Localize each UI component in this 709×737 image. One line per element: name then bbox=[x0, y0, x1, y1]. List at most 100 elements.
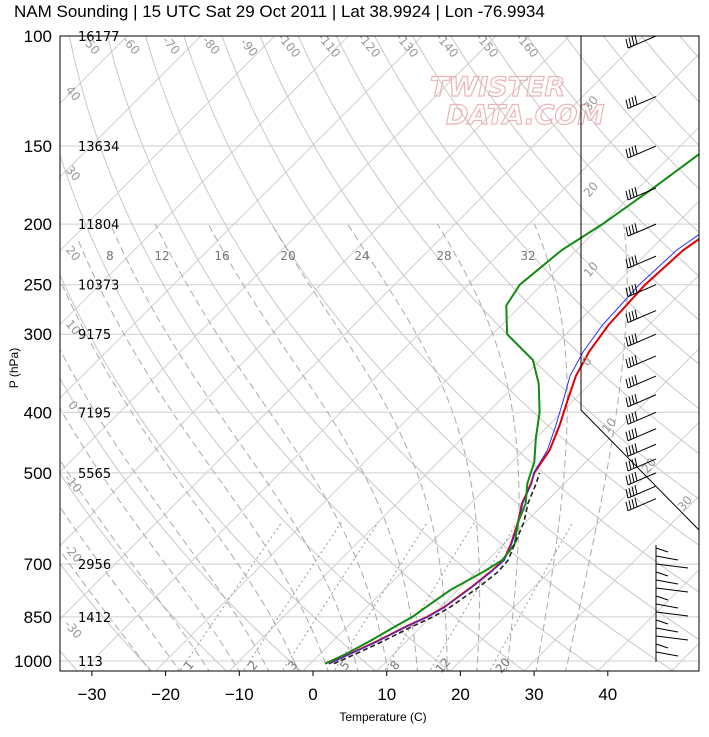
moist-adiabat-line bbox=[60, 348, 270, 671]
dry-adiabat-line bbox=[60, 273, 377, 671]
dry-adiabat-line bbox=[60, 377, 302, 671]
isotherm-label: -120 bbox=[355, 30, 383, 60]
wind-barb bbox=[625, 145, 657, 159]
isotherm-line bbox=[60, 36, 423, 399]
height-label: 16177 bbox=[78, 30, 119, 45]
series-parcel bbox=[333, 472, 541, 665]
moist-adiabat-line bbox=[207, 223, 418, 671]
mixing-ratio-label: 28 bbox=[436, 249, 451, 263]
isotherm-line bbox=[228, 200, 699, 671]
mixing-ratio-label: 8 bbox=[106, 249, 114, 263]
mixing-ratio-label: 24 bbox=[354, 249, 369, 263]
wind-barb bbox=[625, 443, 657, 457]
dry-adiabat-line bbox=[450, 36, 699, 321]
isotherm-line bbox=[60, 36, 644, 620]
mixing-ratio-line bbox=[242, 522, 342, 671]
upper-isotherm-label: 30 bbox=[675, 493, 696, 514]
wind-barb bbox=[625, 309, 657, 324]
upper-isotherm-label: 10 bbox=[581, 259, 602, 280]
dry-adiabat-line bbox=[183, 36, 699, 641]
x-tick-label: 0 bbox=[308, 685, 317, 704]
height-label: 1412 bbox=[78, 611, 111, 626]
low-level-wind-barbs bbox=[655, 545, 689, 662]
wind-barb bbox=[625, 485, 657, 499]
isotherm-line bbox=[449, 421, 699, 671]
height-label: 9175 bbox=[78, 328, 111, 343]
isotherm-line bbox=[60, 36, 276, 252]
dry-adiabat-line bbox=[60, 472, 228, 671]
moist-adiabat-line bbox=[60, 278, 299, 671]
mixing-ratio-label: 20 bbox=[280, 249, 295, 263]
isotherm-label: -70 bbox=[159, 33, 182, 57]
watermark: TWISTER DATA.COM bbox=[429, 71, 605, 131]
dry-adiabat-line bbox=[106, 36, 600, 671]
isotherm-label: -150 bbox=[473, 30, 501, 60]
mixing-ratio-label: 20 bbox=[493, 655, 514, 676]
isotherm-label: -100 bbox=[275, 30, 303, 60]
isotherm-label: -160 bbox=[513, 30, 541, 60]
dry-adiabat-line bbox=[297, 36, 699, 500]
y-axis-label: P (hPa) bbox=[7, 348, 21, 388]
dry-adiabat-line bbox=[221, 36, 699, 593]
isotherm-label: 30 bbox=[63, 163, 84, 184]
dry-adiabat-line bbox=[488, 36, 699, 277]
mixing-ratio-label: 32 bbox=[520, 249, 535, 263]
mixing-ratio-line bbox=[383, 522, 475, 671]
isotherm-label: -60 bbox=[119, 33, 142, 57]
wind-barb bbox=[625, 375, 657, 389]
pressure-label: 200 bbox=[24, 215, 52, 234]
mixing-ratio-label: 16 bbox=[214, 249, 229, 263]
isotherm-line bbox=[60, 36, 570, 547]
dry-adiabat-line bbox=[259, 36, 699, 546]
isotherm-label: 40 bbox=[63, 83, 84, 104]
moist-adiabat-line bbox=[565, 224, 628, 671]
dry-adiabat-line bbox=[526, 36, 699, 234]
pressure-label: 300 bbox=[24, 325, 52, 344]
isotherm-label: -90 bbox=[237, 35, 260, 59]
x-tick-label: −20 bbox=[151, 685, 180, 704]
mixing-ratio-line bbox=[333, 522, 428, 671]
isotherm-line bbox=[60, 36, 349, 326]
height-label: 10373 bbox=[78, 279, 119, 294]
watermark-line-1: TWISTER bbox=[430, 72, 565, 103]
isotherm-line bbox=[60, 36, 202, 178]
dry-adiabat-line bbox=[145, 36, 675, 671]
isotherm-line bbox=[523, 495, 699, 671]
height-label: 5565 bbox=[78, 467, 111, 482]
isotherm-line bbox=[302, 274, 699, 671]
dry-adiabat-line bbox=[374, 36, 699, 410]
mixing-ratio-line bbox=[179, 522, 283, 671]
height-label: 2956 bbox=[78, 558, 111, 573]
wind-barb bbox=[625, 457, 657, 472]
dry-adiabat-line bbox=[68, 36, 526, 671]
moist-adiabat-line bbox=[60, 506, 181, 671]
x-tick-label: −30 bbox=[77, 685, 106, 704]
upper-isotherm-label: 10 bbox=[599, 415, 620, 436]
x-tick-label: 40 bbox=[598, 685, 617, 704]
x-tick-label: −10 bbox=[225, 685, 254, 704]
upper-isotherm-label: 20 bbox=[581, 179, 602, 200]
mixing-ratio-line bbox=[429, 522, 518, 671]
isotherm-line bbox=[375, 347, 699, 671]
series-dewpoint bbox=[324, 152, 699, 665]
dry-adiabat-line bbox=[335, 36, 699, 455]
pressure-label: 500 bbox=[24, 464, 52, 483]
wind-barb bbox=[625, 411, 657, 425]
dry-adiabat-line bbox=[412, 36, 699, 365]
moist-adiabat-line bbox=[76, 237, 329, 671]
pressure-label: 250 bbox=[24, 276, 52, 295]
x-tick-label: 10 bbox=[377, 685, 396, 704]
wind-barb bbox=[625, 186, 657, 201]
height-label: 13634 bbox=[78, 140, 119, 155]
wind-barb bbox=[625, 223, 657, 237]
moist-adiabat-line bbox=[154, 223, 389, 671]
moist-adiabat-line bbox=[534, 223, 568, 671]
wind-barb bbox=[625, 333, 657, 347]
dry-adiabat-line bbox=[60, 562, 153, 671]
wind-barb bbox=[625, 497, 657, 512]
wind-barb bbox=[625, 471, 657, 486]
wind-barb bbox=[625, 34, 657, 49]
isotherm-label: -130 bbox=[393, 30, 421, 60]
moist-adiabat-line bbox=[109, 223, 359, 671]
